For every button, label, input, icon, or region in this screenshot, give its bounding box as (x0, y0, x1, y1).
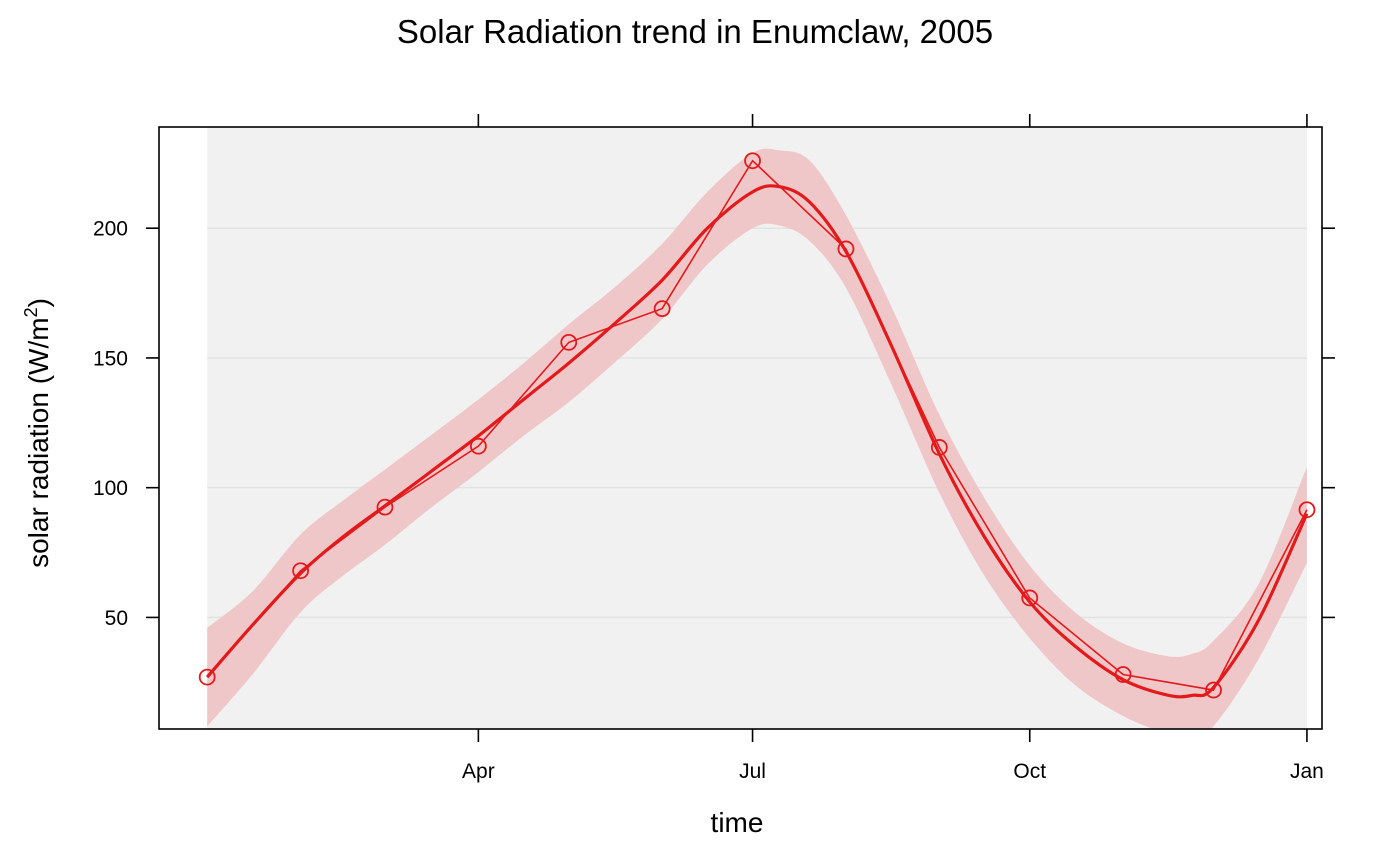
data-point (560, 333, 578, 351)
data-point (653, 300, 671, 318)
data-point (930, 439, 948, 456)
chart-title: Solar Radiation trend in Enumclaw, 2005 (397, 13, 993, 50)
data-point (1021, 589, 1039, 607)
y-tick-label: 50 (105, 607, 128, 630)
confidence-band-area (207, 148, 1307, 729)
observed-line (206, 159, 1308, 691)
series-layer (198, 152, 1316, 699)
y-axis-title-close: ) (23, 298, 54, 307)
x-tick-label: Jan (1290, 760, 1324, 783)
y-axis-title-superscript: 2 (21, 307, 41, 317)
y-axis-title-main: solar radiation (W/m (23, 317, 54, 568)
data-point (744, 152, 761, 170)
axes: Apr Jul Oct Jan 50 100 150 200 (93, 114, 1335, 783)
data-point (469, 437, 487, 455)
y-axis-title: solar radiation (W/m2) (21, 298, 54, 568)
panel-border (158, 126, 1323, 730)
x-tick-label: Apr (462, 760, 495, 783)
data-point (1114, 666, 1132, 683)
confidence-band (207, 148, 1307, 729)
y-tick-label: 100 (93, 477, 128, 500)
data-point (292, 562, 310, 580)
panel-shade (207, 127, 1307, 729)
data-point (198, 668, 216, 686)
data-point (376, 498, 394, 516)
data-point (1205, 681, 1222, 699)
data-point (837, 240, 855, 258)
y-tick-label: 150 (93, 347, 128, 370)
x-tick-label: Jul (739, 760, 766, 783)
y-tick-label: 200 (93, 218, 128, 241)
x-axis-title: time (711, 807, 764, 838)
x-tick-label: Oct (1013, 760, 1046, 783)
grid (207, 227, 1307, 619)
trend-line (205, 184, 1309, 699)
data-point (1298, 501, 1316, 519)
